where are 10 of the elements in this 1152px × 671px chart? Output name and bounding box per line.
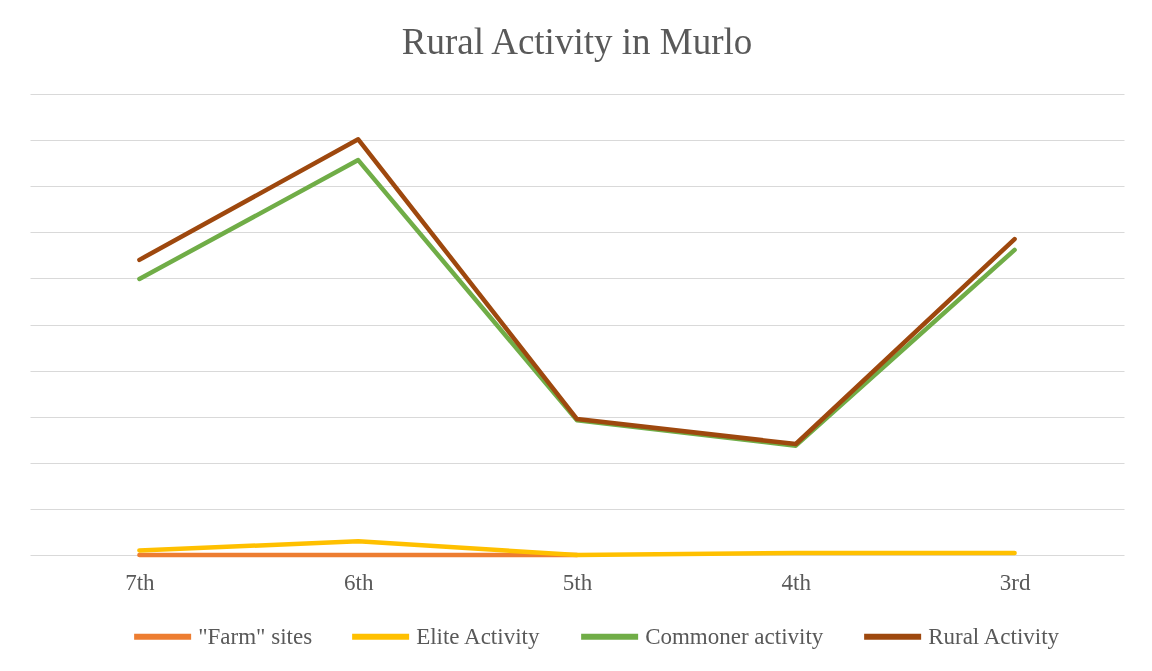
legend-label: "Farm" sites <box>198 623 313 649</box>
x-tick-label: 7th <box>125 569 156 595</box>
legend-label: Rural Activity <box>928 623 1060 649</box>
x-tick-label: 3rd <box>999 569 1031 595</box>
legend-label: Elite Activity <box>416 623 540 649</box>
x-tick-label: 4th <box>781 569 812 595</box>
legend-label: Commoner activity <box>645 623 824 649</box>
chart-title: Rural Activity in Murlo <box>401 21 753 62</box>
x-tick-label: 5th <box>562 569 593 595</box>
x-tick-label: 6th <box>344 569 374 595</box>
